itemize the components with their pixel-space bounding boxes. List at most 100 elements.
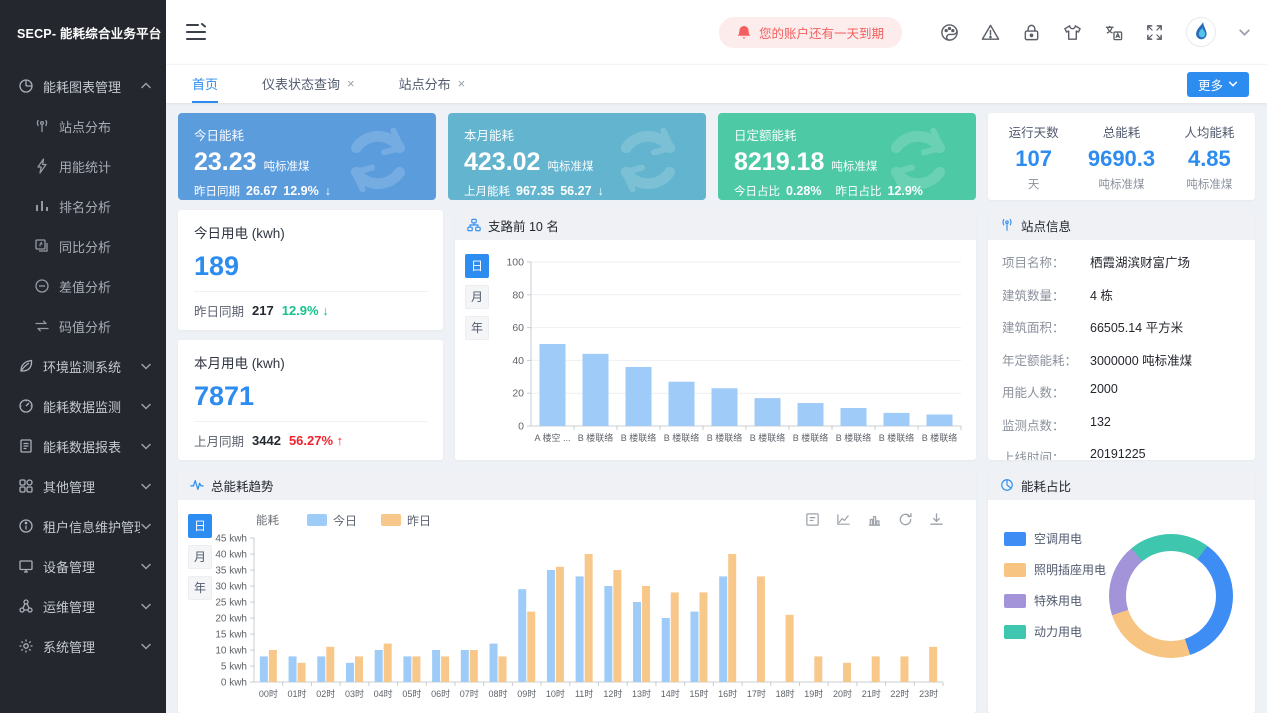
month-energy-card: 本月能耗 423.02 吨标准煤 上月能耗 967.35 56.27 ↓ — [448, 113, 706, 200]
station-info-row: 监测点数： 132 — [1002, 414, 1111, 433]
tab-仪表状态查询[interactable]: 仪表状态查询 × — [262, 65, 355, 103]
tab-站点分布[interactable]: 站点分布 × — [399, 65, 466, 103]
more-button[interactable]: 更多 — [1186, 71, 1249, 97]
legend-item-今日[interactable]: 今日 — [307, 512, 357, 529]
sidebar-item-系统管理[interactable]: 系统管理 — [0, 626, 166, 666]
sidebar-item-能耗数据监测[interactable]: 能耗数据监测 — [0, 386, 166, 426]
sidebar-menu: 能耗图表管理 站点分布 用能统计 排名分析 同比分析 差值分析 码值分析 环境监测系统 能耗数据… — [0, 64, 166, 666]
sidebar-item-环境监测系统[interactable]: 环境监测系统 — [0, 346, 166, 386]
svg-text:35 kwh: 35 kwh — [215, 566, 247, 577]
sidebar-item-租户信息维护管理[interactable]: 租户信息维护管理 — [0, 506, 166, 546]
close-tab-icon[interactable]: × — [347, 75, 355, 91]
sidebar: SECP- 能耗综合业务平台 能耗图表管理 站点分布 用能统计 排名分析 同比分析 差值分… — [0, 0, 166, 713]
pie-legend-item-特殊用电[interactable]: 特殊用电 — [1004, 592, 1106, 609]
card-sub-label: 上月能耗 — [464, 186, 510, 198]
fullscreen-icon[interactable] — [1145, 23, 1164, 42]
period-tab-月[interactable]: 月 — [465, 285, 489, 309]
svg-text:40 kwh: 40 kwh — [215, 550, 247, 561]
card-sub-value: 0.28% — [786, 184, 822, 198]
pie-legend-item-照明插座用电[interactable]: 照明插座用电 — [1004, 561, 1106, 578]
svg-text:B 楼联络: B 楼联络 — [922, 432, 958, 443]
warning-icon[interactable] — [981, 23, 1000, 42]
sidebar-item-能耗图表管理[interactable]: 能耗图表管理 — [0, 66, 166, 106]
restore-icon[interactable] — [898, 512, 913, 527]
svg-text:09时: 09时 — [517, 688, 536, 699]
period-tab-日[interactable]: 日 — [465, 254, 489, 278]
line-chart-icon[interactable] — [836, 512, 851, 527]
legend-item-昨日[interactable]: 昨日 — [381, 512, 431, 529]
card-value: 23.23 — [194, 148, 257, 176]
period-tab-月[interactable]: 月 — [188, 545, 212, 569]
energy-trend-bar-chart: 0 kwh 5 kwh 10 kwh 15 kwh 20 kwh 25 kwh 30 kwh… — [215, 534, 944, 699]
chart-toolbar — [805, 512, 944, 527]
more-button-label: 更多 — [1197, 78, 1223, 93]
pie-icon — [1001, 479, 1013, 491]
sidebar-item-能耗数据报表[interactable]: 能耗数据报表 — [0, 426, 166, 466]
collapse-menu-icon[interactable] — [186, 23, 206, 41]
sidebar-item-label: 其他管理 — [43, 479, 96, 495]
svg-text:14时: 14时 — [661, 688, 680, 699]
tab-bar: 首页 仪表状态查询 × 站点分布 × 更多 — [166, 64, 1267, 103]
tab-label: 站点分布 — [398, 76, 451, 92]
compare-label: 昨日同期 — [194, 305, 245, 319]
sidebar-item-站点分布[interactable]: 站点分布 — [0, 106, 166, 146]
tab-首页[interactable]: 首页 — [192, 65, 219, 103]
account-expiry-notice[interactable]: 您的账户还有一天到期 — [718, 16, 902, 48]
user-menu-chevron-icon[interactable] — [1238, 26, 1251, 39]
period-tab-日[interactable]: 日 — [188, 514, 212, 538]
data-view-icon[interactable] — [805, 512, 820, 527]
svg-text:100: 100 — [506, 257, 524, 269]
svg-text:20时: 20时 — [833, 688, 852, 699]
download-icon[interactable] — [929, 512, 944, 527]
sidebar-item-用能统计[interactable]: 用能统计 — [0, 146, 166, 186]
lock-icon[interactable] — [1022, 23, 1041, 42]
card-value: 8219.18 — [734, 148, 825, 176]
svg-text:0: 0 — [518, 421, 524, 433]
pie-legend-item-动力用电[interactable]: 动力用电 — [1004, 623, 1106, 640]
svg-text:30 kwh: 30 kwh — [215, 582, 247, 593]
branch-top10-panel: 支路前 10 名 日月年 0 20 40 60 80 100 A 楼空 ... B 楼联络 B … — [455, 210, 976, 460]
sidebar-item-label: 设备管理 — [43, 559, 96, 575]
svg-text:02时: 02时 — [316, 688, 335, 699]
month-electricity-panel: 本月用电 (kwh) 7871 上月同期 3442 56.27% ↑ — [178, 340, 443, 460]
sidebar-item-设备管理[interactable]: 设备管理 — [0, 546, 166, 586]
close-tab-icon[interactable]: × — [457, 75, 466, 91]
report-icon — [20, 439, 32, 453]
branch-top10-bar-chart: 0 20 40 60 80 100 A 楼空 ... B 楼联络 B 楼联络 B 楼联络 B 楼联络… — [506, 257, 962, 443]
station-info-row: 用能人数： 2000 — [1002, 382, 1118, 400]
page-tabs: 首页 仪表状态查询 × 站点分布 × — [192, 65, 1187, 103]
svg-text:B 楼联络: B 楼联络 — [879, 432, 915, 443]
sidebar-item-差值分析[interactable]: 差值分析 — [0, 266, 166, 306]
bar-rank-icon — [36, 201, 48, 211]
sidebar-item-同比分析[interactable]: 同比分析 — [0, 226, 166, 266]
card-sub-label2: 昨日占比 — [835, 186, 882, 198]
user-avatar[interactable] — [1186, 17, 1216, 47]
period-tab-年[interactable]: 年 — [465, 316, 489, 340]
sidebar-item-排名分析[interactable]: 排名分析 — [0, 186, 166, 226]
chevron-down-icon — [141, 523, 151, 530]
svg-text:22时: 22时 — [890, 688, 909, 699]
tshirt-icon[interactable] — [1063, 23, 1082, 42]
sidebar-item-运维管理[interactable]: 运维管理 — [0, 586, 166, 626]
sidebar-item-其他管理[interactable]: 其他管理 — [0, 466, 166, 506]
info-icon — [19, 519, 33, 533]
svg-text:B 楼联络: B 楼联络 — [707, 432, 743, 443]
bar-chart-icon[interactable] — [867, 512, 882, 527]
translate-icon[interactable] — [1104, 23, 1123, 42]
sidebar-item-label: 系统管理 — [43, 639, 96, 655]
palette-icon[interactable] — [940, 23, 959, 42]
period-tab-年[interactable]: 年 — [188, 576, 212, 600]
minus-circle-icon — [35, 279, 49, 293]
sidebar-item-码值分析[interactable]: 码值分析 — [0, 306, 166, 346]
lightning-icon — [37, 158, 47, 174]
pie-legend-item-空调用电[interactable]: 空调用电 — [1004, 530, 1106, 547]
svg-text:23时: 23时 — [919, 688, 938, 699]
app-logo: SECP- 能耗综合业务平台 — [0, 0, 166, 64]
leaf-icon — [20, 359, 33, 372]
card-value: 423.02 — [464, 148, 541, 176]
percent-change: 12.9% ↓ — [281, 303, 329, 318]
svg-text:07时: 07时 — [460, 688, 479, 699]
stat-cards-row: 今日能耗 23.23 吨标准煤 昨日同期 26.67 12.9% ↓ — [178, 113, 976, 200]
station-info-row: 建筑数量： 4 栋 — [1002, 288, 1113, 303]
